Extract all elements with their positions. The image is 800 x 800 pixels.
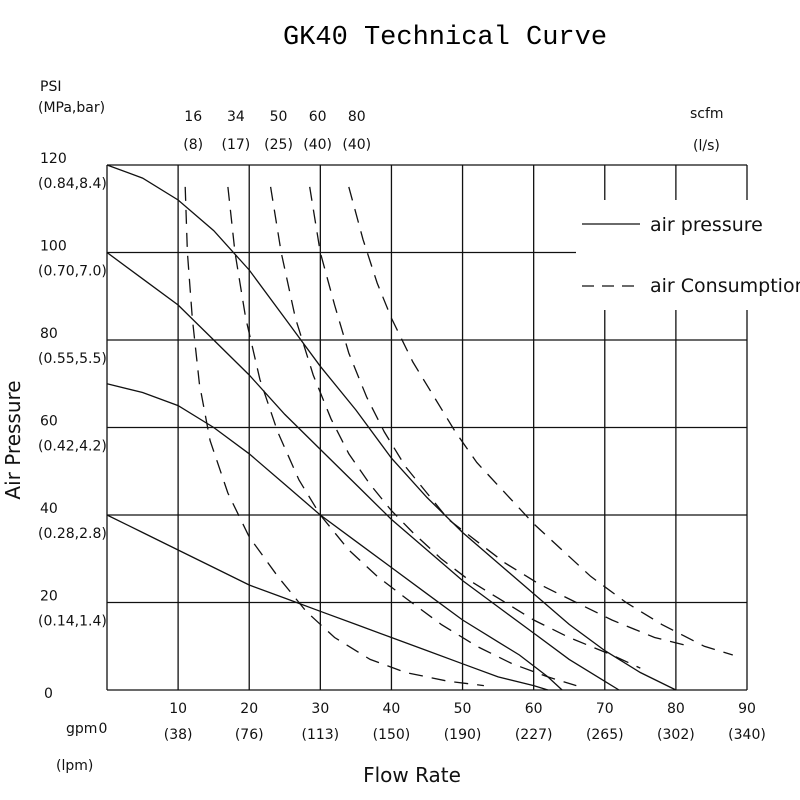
- top-tick-label-4: 80: [348, 109, 366, 125]
- top-tick-label-0: 16: [184, 109, 202, 125]
- legend: air pressure air Consumption: [576, 200, 800, 310]
- air-consumption-curve-6: [269, 186, 641, 669]
- legend-background: [576, 200, 792, 310]
- legend-item-air-pressure: air pressure: [650, 214, 763, 236]
- air-pressure-curve-1: [106, 251, 620, 691]
- air-consumption-curve-7: [309, 186, 691, 647]
- x-tick-label-7: 70: [596, 701, 614, 717]
- y-unit-sub: (MPa,bar): [38, 100, 105, 116]
- air-consumption-curve-8: [348, 186, 733, 656]
- chart-title: GK40 Technical Curve: [283, 23, 607, 53]
- x-unit-sub: (lpm): [56, 758, 93, 774]
- y-tick-label-4: 80: [40, 326, 58, 342]
- x-tick-label-8: 80: [667, 701, 685, 717]
- air-pressure-curve-3: [106, 514, 549, 691]
- x-tick-label-5: 50: [454, 701, 472, 717]
- y-tick-label-3: 60: [40, 414, 58, 430]
- x-tick-sublabel-8: (302): [657, 727, 695, 743]
- x-tick-sublabel-7: (265): [586, 727, 624, 743]
- x-tick-label-3: 30: [311, 701, 329, 717]
- top-tick-sublabel-4: (40): [342, 137, 371, 153]
- x-unit-label: gpm: [66, 721, 97, 737]
- x-tick-sublabel-4: (150): [373, 727, 411, 743]
- x-tick-label-0: 0: [99, 721, 108, 737]
- y-tick-label-0: 0: [44, 686, 53, 702]
- y-tick-sublabel-2: (0.28,2.8): [38, 526, 107, 542]
- y-tick-sublabel-5: (0.70,7.0): [38, 264, 107, 280]
- x-tick-sublabel-5: (190): [444, 727, 482, 743]
- x-axis-title: Flow Rate: [363, 763, 461, 787]
- top-tick-label-1: 34: [227, 109, 245, 125]
- top-unit-label: scfm: [690, 106, 724, 122]
- y-tick-label-6: 120: [40, 151, 67, 167]
- x-tick-label-2: 20: [240, 701, 258, 717]
- top-tick-label-3: 60: [309, 109, 327, 125]
- top-tick-sublabel-3: (40): [303, 137, 332, 153]
- y-tick-label-1: 20: [40, 589, 58, 605]
- grid: [106, 164, 748, 691]
- top-tick-sublabel-1: (17): [222, 137, 251, 153]
- top-tick-sublabel-0: (8): [183, 137, 203, 153]
- y-tick-label-2: 40: [40, 501, 58, 517]
- air-pressure-curve-0: [106, 164, 677, 691]
- y-tick-sublabel-3: (0.42,4.2): [38, 439, 107, 455]
- y-tick-label-5: 100: [40, 239, 67, 255]
- ticks-layer: 0 10 (38) 20 (76) 30 (113) 40 (150) 50 (190) 60 (227…: [38, 109, 766, 743]
- x-tick-sublabel-1: (38): [164, 727, 193, 743]
- air-consumption-curve-4: [184, 186, 484, 687]
- y-tick-sublabel-4: (0.55,5.5): [38, 351, 107, 367]
- x-tick-label-6: 60: [525, 701, 543, 717]
- x-tick-label-9: 90: [738, 701, 756, 717]
- x-tick-sublabel-2: (76): [235, 727, 264, 743]
- y-tick-sublabel-6: (0.84,8.4): [38, 176, 107, 192]
- y-unit-label: PSI: [40, 79, 61, 95]
- air-pressure-curve-2: [106, 383, 563, 691]
- legend-item-air-consumption: air Consumption: [650, 275, 800, 297]
- top-unit-sub: (l/s): [693, 138, 720, 154]
- top-tick-label-2: 50: [270, 109, 288, 125]
- y-axis-title: Air Pressure: [1, 380, 25, 499]
- x-tick-sublabel-6: (227): [515, 727, 553, 743]
- x-tick-label-4: 40: [383, 701, 401, 717]
- x-tick-sublabel-3: (113): [302, 727, 340, 743]
- series-layer: [106, 164, 733, 691]
- air-consumption-curve-5: [227, 186, 577, 687]
- y-tick-sublabel-1: (0.14,1.4): [38, 614, 107, 630]
- x-tick-label-1: 10: [169, 701, 187, 717]
- x-tick-sublabel-9: (340): [728, 727, 766, 743]
- top-tick-sublabel-2: (25): [264, 137, 293, 153]
